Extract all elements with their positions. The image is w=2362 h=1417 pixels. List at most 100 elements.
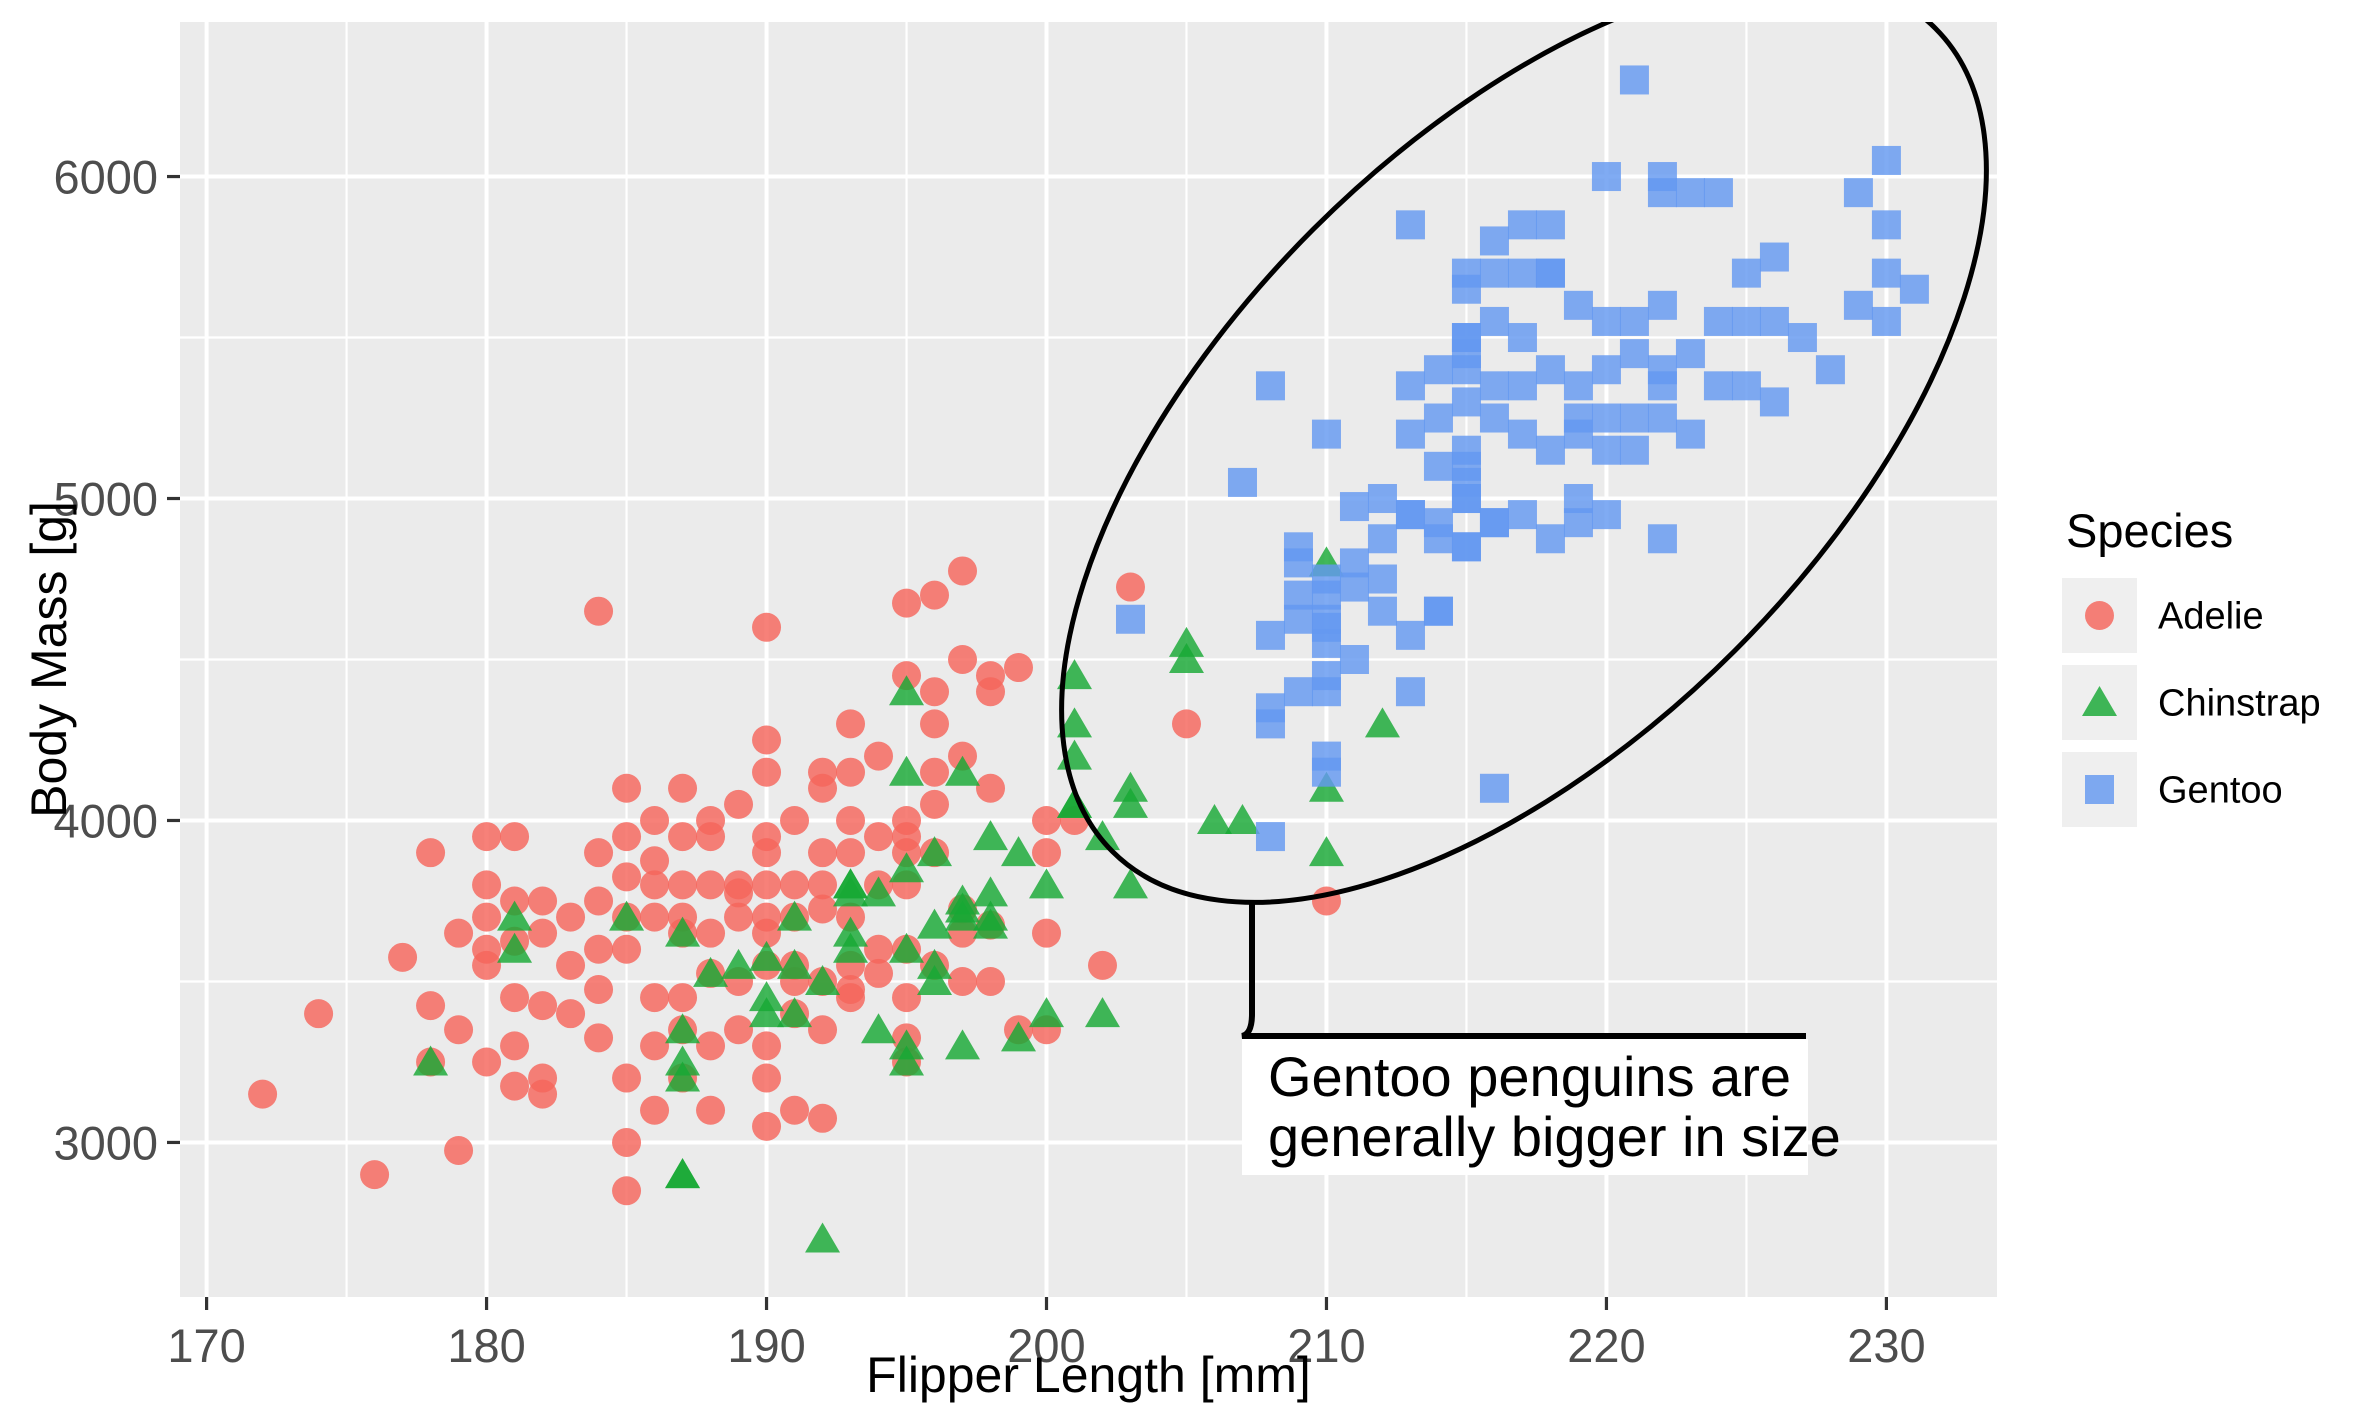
point-chinstrap bbox=[889, 1045, 925, 1076]
point-gentoo bbox=[1479, 306, 1509, 336]
point-adelie bbox=[584, 886, 614, 916]
adelie-marker-icon bbox=[2085, 601, 2114, 630]
point-gentoo bbox=[1255, 620, 1285, 650]
point-gentoo bbox=[1311, 757, 1341, 787]
point-chinstrap bbox=[917, 948, 953, 979]
point-chinstrap bbox=[917, 836, 953, 867]
point-adelie bbox=[472, 870, 502, 900]
point-adelie bbox=[500, 822, 530, 852]
point-chinstrap bbox=[665, 1158, 701, 1189]
point-adelie bbox=[696, 1095, 726, 1125]
point-chinstrap bbox=[1168, 643, 1204, 673]
point-gentoo bbox=[1647, 524, 1677, 554]
point-gentoo bbox=[1451, 451, 1481, 481]
point-chinstrap bbox=[833, 876, 869, 907]
point-adelie bbox=[920, 580, 950, 610]
point-adelie bbox=[864, 958, 894, 988]
major-gridlines bbox=[180, 22, 1997, 1297]
point-gentoo bbox=[1507, 419, 1537, 449]
annotation-text-line: Gentoo penguins are bbox=[1268, 1045, 1791, 1108]
axis-tick-marks bbox=[167, 174, 1889, 1310]
point-adelie bbox=[612, 822, 642, 852]
annotation-box bbox=[1242, 1039, 1808, 1175]
point-chinstrap bbox=[693, 956, 729, 987]
point-adelie bbox=[668, 870, 698, 900]
point-adelie bbox=[920, 677, 950, 707]
point-adelie bbox=[668, 983, 698, 1013]
point-adelie bbox=[360, 1160, 390, 1190]
point-gentoo bbox=[1563, 403, 1593, 433]
legend-key-adelie: Adelie bbox=[2062, 578, 2264, 653]
point-chinstrap bbox=[945, 755, 981, 786]
point-chinstrap bbox=[777, 948, 813, 979]
point-chinstrap bbox=[749, 940, 785, 971]
point-adelie bbox=[948, 966, 978, 996]
point-adelie bbox=[1115, 572, 1145, 602]
point-gentoo bbox=[1619, 435, 1649, 465]
point-adelie bbox=[472, 822, 502, 852]
point-adelie bbox=[808, 894, 838, 924]
point-gentoo bbox=[1563, 484, 1593, 514]
point-gentoo bbox=[1423, 403, 1453, 433]
point-adelie bbox=[1171, 709, 1201, 739]
point-gentoo bbox=[1591, 403, 1621, 433]
point-gentoo bbox=[1395, 500, 1425, 530]
gentoo-highlight-ellipse bbox=[1059, 22, 1989, 905]
point-adelie bbox=[836, 709, 866, 739]
point-adelie bbox=[612, 1063, 642, 1093]
point-gentoo bbox=[1423, 524, 1453, 554]
y-tick-label: 5000 bbox=[53, 473, 158, 526]
legend-label: Gentoo bbox=[2158, 770, 2283, 812]
point-adelie bbox=[948, 556, 978, 586]
point-adelie bbox=[556, 950, 586, 980]
point-adelie bbox=[612, 862, 642, 892]
point-chinstrap bbox=[749, 997, 785, 1028]
point-gentoo bbox=[1535, 524, 1565, 554]
point-adelie bbox=[752, 1031, 782, 1061]
point-chinstrap bbox=[497, 900, 533, 931]
point-chinstrap bbox=[665, 1045, 701, 1076]
point-gentoo bbox=[1479, 508, 1509, 538]
point-adelie bbox=[584, 838, 614, 868]
point-adelie bbox=[472, 902, 502, 932]
point-adelie bbox=[752, 1063, 782, 1093]
series-gentoo bbox=[1115, 65, 1929, 852]
point-gentoo bbox=[1395, 677, 1425, 707]
point-adelie bbox=[892, 588, 922, 618]
point-chinstrap bbox=[1308, 771, 1344, 802]
point-gentoo bbox=[1255, 709, 1285, 739]
point-gentoo bbox=[1675, 178, 1705, 208]
point-chinstrap bbox=[1057, 707, 1093, 738]
point-adelie bbox=[696, 805, 726, 835]
point-adelie bbox=[836, 975, 866, 1005]
point-adelie bbox=[836, 838, 866, 868]
point-chinstrap bbox=[1224, 803, 1260, 834]
point-gentoo bbox=[1843, 290, 1873, 320]
point-chinstrap bbox=[497, 932, 533, 963]
point-gentoo bbox=[1675, 339, 1705, 369]
point-adelie bbox=[808, 1103, 838, 1133]
point-gentoo bbox=[1563, 371, 1593, 401]
point-adelie bbox=[808, 838, 838, 868]
point-adelie bbox=[836, 805, 866, 835]
point-gentoo bbox=[1647, 355, 1677, 385]
point-adelie bbox=[780, 1095, 810, 1125]
point-gentoo bbox=[1423, 451, 1453, 481]
point-gentoo bbox=[1591, 306, 1621, 336]
point-adelie bbox=[696, 1031, 726, 1061]
point-adelie bbox=[892, 805, 922, 835]
point-gentoo bbox=[1591, 355, 1621, 385]
point-gentoo bbox=[1899, 274, 1929, 304]
point-chinstrap bbox=[665, 1013, 701, 1044]
point-gentoo bbox=[1339, 492, 1369, 522]
point-chinstrap bbox=[1308, 836, 1344, 867]
point-gentoo bbox=[1367, 524, 1397, 554]
point-gentoo bbox=[1339, 645, 1369, 674]
point-adelie bbox=[864, 934, 894, 964]
y-tick-label: 4000 bbox=[53, 794, 158, 847]
point-gentoo bbox=[1479, 258, 1509, 288]
legend-label: Adelie bbox=[2158, 596, 2264, 638]
legend-title: Species bbox=[2066, 504, 2233, 557]
point-gentoo bbox=[1619, 306, 1649, 336]
point-gentoo bbox=[1815, 355, 1845, 385]
